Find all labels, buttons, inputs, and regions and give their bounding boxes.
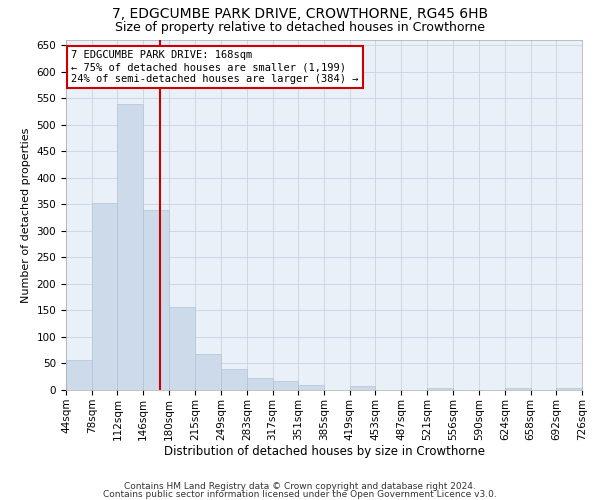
Bar [556,388,582,390]
Bar [298,385,324,390]
Bar [221,369,247,390]
Bar [505,388,530,390]
Text: Size of property relative to detached houses in Crowthorne: Size of property relative to detached ho… [115,21,485,34]
Bar [169,306,196,390]
Y-axis label: Number of detached properties: Number of detached properties [21,128,31,302]
Bar [272,381,298,390]
Bar [92,204,118,390]
Bar [118,104,143,390]
Text: Contains public sector information licensed under the Open Government Licence v3: Contains public sector information licen… [103,490,497,499]
Bar [143,210,169,390]
Bar [427,388,454,390]
Text: 7 EDGCUMBE PARK DRIVE: 168sqm
← 75% of detached houses are smaller (1,199)
24% o: 7 EDGCUMBE PARK DRIVE: 168sqm ← 75% of d… [71,50,359,84]
Bar [196,354,221,390]
Text: 7, EDGCUMBE PARK DRIVE, CROWTHORNE, RG45 6HB: 7, EDGCUMBE PARK DRIVE, CROWTHORNE, RG45… [112,8,488,22]
Bar [247,378,272,390]
Text: Contains HM Land Registry data © Crown copyright and database right 2024.: Contains HM Land Registry data © Crown c… [124,482,476,491]
X-axis label: Distribution of detached houses by size in Crowthorne: Distribution of detached houses by size … [163,446,485,458]
Bar [350,386,376,390]
Bar [66,360,92,390]
